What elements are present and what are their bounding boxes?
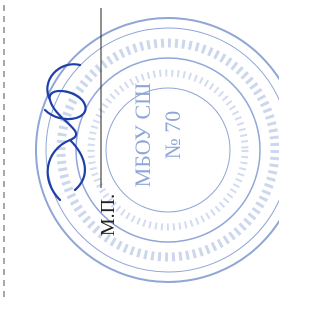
seal-mark: М.П. xyxy=(97,194,119,236)
stamp-center-text: МБОУ СШ xyxy=(130,83,155,188)
stamp-center-text: № 70 xyxy=(160,111,185,160)
document-scan: МБОУ СШ № 70 М.П. xyxy=(0,0,279,312)
